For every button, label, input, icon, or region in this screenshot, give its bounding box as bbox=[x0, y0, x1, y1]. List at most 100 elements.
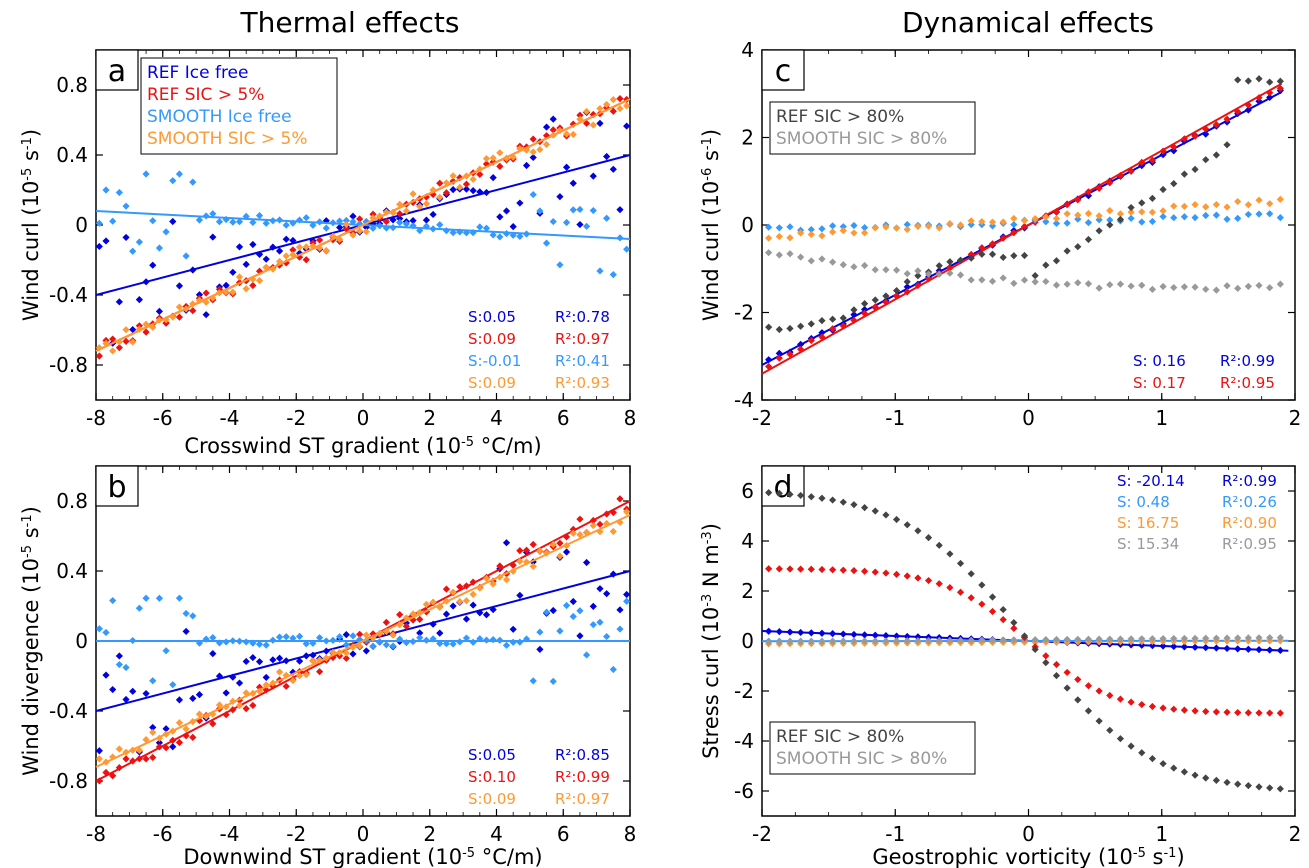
data-point bbox=[109, 347, 117, 355]
data-point bbox=[122, 326, 130, 334]
data-point bbox=[289, 219, 297, 227]
data-point bbox=[1212, 708, 1220, 716]
data-point bbox=[202, 311, 210, 319]
data-point bbox=[903, 572, 911, 580]
data-point bbox=[155, 734, 164, 742]
r2-value: R²:0.41 bbox=[555, 352, 610, 370]
data-point bbox=[162, 228, 170, 236]
data-point bbox=[818, 494, 826, 502]
data-point bbox=[516, 557, 524, 565]
data-point bbox=[149, 217, 157, 225]
data-point bbox=[871, 303, 879, 311]
data-point bbox=[316, 236, 324, 244]
data-point bbox=[1074, 215, 1082, 223]
data-point bbox=[1223, 634, 1231, 642]
data-point bbox=[142, 736, 150, 744]
data-point bbox=[336, 223, 344, 232]
data-point bbox=[786, 250, 794, 258]
data-point bbox=[542, 608, 551, 616]
data-point bbox=[382, 641, 390, 649]
data-point bbox=[914, 574, 922, 582]
data-point bbox=[282, 633, 290, 641]
data-point bbox=[765, 565, 773, 573]
data-point bbox=[786, 350, 794, 358]
data-point bbox=[222, 281, 230, 289]
data-point bbox=[476, 170, 484, 178]
data-point bbox=[946, 636, 954, 645]
data-point bbox=[422, 600, 431, 608]
data-point bbox=[775, 325, 783, 334]
data-point bbox=[935, 580, 943, 588]
data-point bbox=[336, 235, 344, 243]
data-point bbox=[416, 634, 424, 642]
data-point bbox=[892, 292, 901, 300]
data-point bbox=[765, 362, 773, 371]
data-point bbox=[149, 753, 157, 762]
data-point bbox=[786, 565, 794, 573]
data-point bbox=[807, 320, 815, 328]
data-point bbox=[562, 163, 571, 171]
data-point bbox=[255, 683, 264, 691]
data-point bbox=[509, 625, 517, 633]
data-point bbox=[946, 583, 954, 592]
data-point bbox=[850, 263, 858, 271]
data-point bbox=[1212, 776, 1220, 784]
data-point bbox=[1202, 203, 1210, 211]
data-point bbox=[623, 590, 631, 599]
r2-value: R²:0.93 bbox=[555, 374, 610, 392]
data-point bbox=[529, 135, 537, 143]
data-point bbox=[1010, 252, 1018, 260]
data-point bbox=[235, 702, 244, 710]
data-point bbox=[1244, 77, 1252, 85]
data-point bbox=[807, 230, 815, 239]
data-point bbox=[1052, 660, 1061, 669]
data-point bbox=[202, 635, 210, 643]
slope-value: S:0.09 bbox=[468, 790, 516, 808]
data-point bbox=[988, 277, 997, 285]
data-point bbox=[892, 224, 901, 232]
data-point bbox=[1191, 165, 1199, 173]
data-point bbox=[389, 642, 397, 650]
data-point bbox=[871, 568, 879, 576]
data-point bbox=[1042, 636, 1050, 644]
y-tick-label: -0.8 bbox=[49, 353, 88, 377]
data-point bbox=[556, 193, 564, 201]
data-point bbox=[1063, 247, 1071, 255]
data-point bbox=[289, 634, 297, 642]
data-point bbox=[1074, 675, 1082, 684]
data-point bbox=[1063, 219, 1071, 227]
data-point bbox=[850, 501, 858, 509]
data-point bbox=[967, 594, 975, 602]
data-point bbox=[1084, 707, 1093, 715]
data-point bbox=[1138, 218, 1146, 226]
data-point bbox=[442, 227, 451, 235]
data-point bbox=[1276, 77, 1284, 85]
data-point bbox=[609, 527, 617, 536]
data-point bbox=[302, 671, 310, 679]
data-point bbox=[596, 104, 604, 113]
data-point bbox=[175, 313, 184, 321]
data-point bbox=[129, 247, 137, 255]
data-point bbox=[109, 685, 117, 694]
data-point bbox=[349, 212, 357, 220]
data-point bbox=[175, 594, 184, 602]
data-point bbox=[1116, 635, 1125, 643]
data-point bbox=[946, 550, 954, 558]
data-point bbox=[1170, 705, 1178, 713]
data-point bbox=[129, 687, 137, 695]
data-point bbox=[1266, 210, 1274, 218]
data-point bbox=[914, 637, 922, 645]
data-point bbox=[329, 232, 337, 240]
x-tick-label: -1 bbox=[885, 406, 905, 430]
data-point bbox=[583, 558, 591, 567]
data-point bbox=[115, 660, 123, 669]
data-point bbox=[509, 223, 517, 231]
data-point bbox=[109, 335, 117, 343]
data-point bbox=[935, 541, 943, 549]
data-point bbox=[436, 179, 444, 187]
data-point bbox=[1063, 684, 1071, 692]
data-point bbox=[596, 618, 604, 626]
data-point bbox=[882, 637, 890, 645]
data-point bbox=[362, 631, 370, 639]
data-point bbox=[149, 728, 157, 737]
